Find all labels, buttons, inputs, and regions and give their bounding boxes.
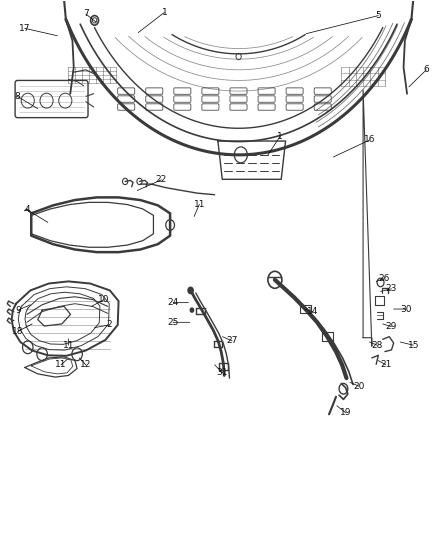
- Text: 10: 10: [99, 295, 110, 304]
- Text: 1: 1: [277, 132, 283, 141]
- Text: 23: 23: [386, 284, 397, 293]
- Text: 30: 30: [400, 304, 412, 313]
- Text: 2: 2: [106, 320, 112, 329]
- Text: 9: 9: [15, 305, 21, 314]
- Text: 22: 22: [156, 175, 167, 184]
- Text: 17: 17: [19, 24, 31, 33]
- Text: 6: 6: [424, 66, 429, 74]
- Text: 7: 7: [83, 10, 89, 19]
- Text: 11: 11: [55, 360, 67, 369]
- Text: 21: 21: [380, 360, 392, 369]
- Text: 5: 5: [375, 11, 381, 20]
- Text: 20: 20: [353, 382, 364, 391]
- Text: 29: 29: [386, 322, 397, 331]
- Text: 15: 15: [407, 341, 419, 350]
- Text: 24: 24: [167, 298, 179, 307]
- Text: 11: 11: [63, 341, 74, 350]
- Text: 31: 31: [217, 368, 228, 377]
- Text: 19: 19: [340, 408, 351, 417]
- Circle shape: [190, 308, 194, 312]
- Text: 16: 16: [364, 135, 375, 144]
- Text: 25: 25: [167, 318, 179, 327]
- Text: 28: 28: [371, 341, 383, 350]
- Text: 12: 12: [80, 360, 92, 369]
- Text: 11: 11: [194, 200, 205, 209]
- Text: 18: 18: [12, 327, 24, 336]
- Text: 8: 8: [14, 92, 20, 101]
- Text: 14: 14: [307, 307, 318, 316]
- Text: 27: 27: [226, 336, 238, 345]
- Text: 1: 1: [162, 8, 167, 17]
- Circle shape: [188, 287, 193, 294]
- Text: 26: 26: [378, 274, 390, 283]
- Text: 4: 4: [24, 205, 30, 214]
